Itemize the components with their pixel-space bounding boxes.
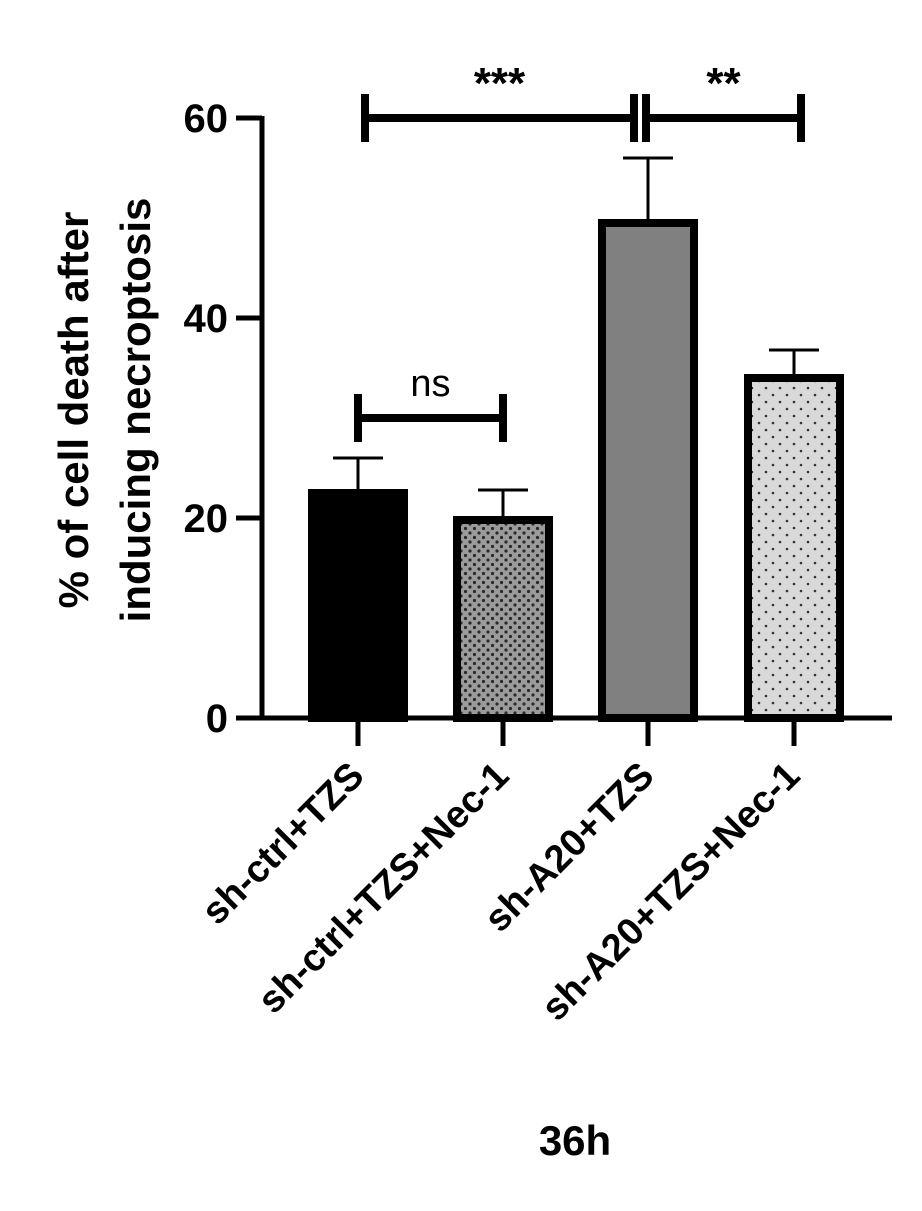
y-tick-label-0: 0 xyxy=(206,697,228,741)
bar-1 xyxy=(308,489,408,722)
bars-layer xyxy=(308,219,844,722)
y-tick-label-20: 20 xyxy=(184,497,229,541)
significance-label-1: ns xyxy=(410,363,450,405)
bar-2 xyxy=(453,516,553,722)
y-tick-label-60: 60 xyxy=(184,97,229,141)
x-tick-label-2: sh-ctrl+TZS+Nec-1 xyxy=(250,755,517,1022)
x-tick-label-4: sh-A20+TZS+Nec-1 xyxy=(534,755,809,1030)
bar-4 xyxy=(744,374,844,722)
significance-label-3: ** xyxy=(706,59,741,108)
y-axis-title-line-2: inducing necroptosis xyxy=(112,198,159,623)
y-tick-label-40: 40 xyxy=(184,297,229,341)
error-bars-layer xyxy=(333,156,819,520)
y-axis-title-line-1: % of cell death after xyxy=(50,212,97,609)
bar-3 xyxy=(598,219,698,722)
x-axis-title: 36h xyxy=(539,1117,611,1164)
significance-label-2: *** xyxy=(474,59,526,108)
significance-layer: ns*** ** xyxy=(354,59,805,442)
